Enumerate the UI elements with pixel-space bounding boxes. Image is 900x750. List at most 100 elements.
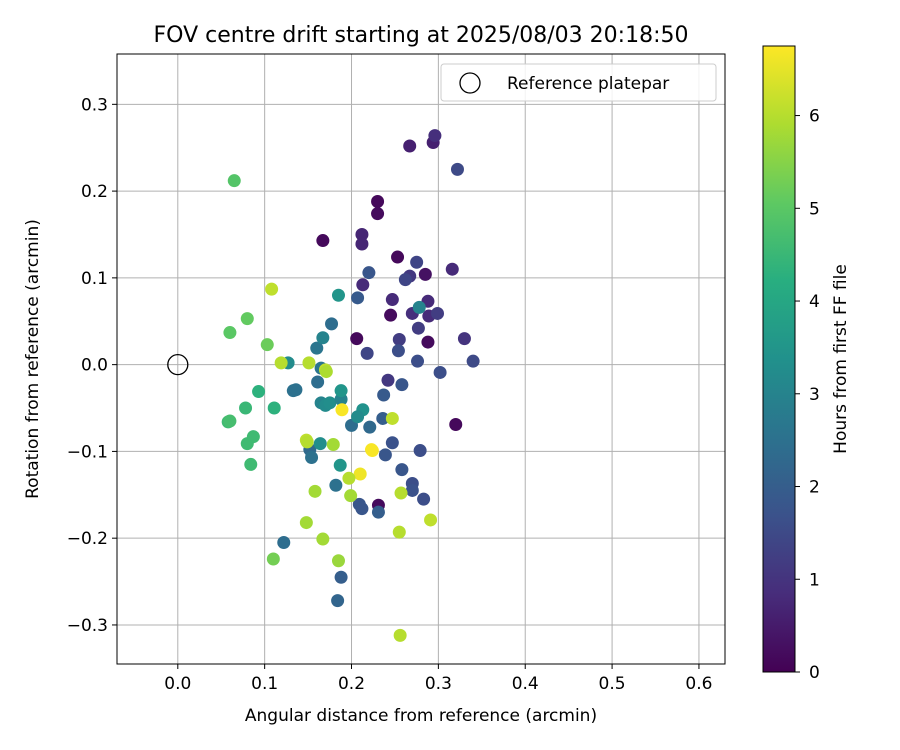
data-point (384, 308, 398, 322)
colorbar-tick-label: 1 (809, 570, 820, 590)
colorbar-ticks: 0 1 2 3 4 5 6 (795, 107, 820, 683)
data-point (289, 383, 303, 397)
reference-platepar-marker (167, 353, 189, 376)
colorbar-tick-label: 5 (809, 199, 820, 219)
y-axis-ticks: −0.3 −0.2 −0.1 0.0 0.1 0.2 0.3 (67, 95, 117, 636)
data-point (335, 403, 349, 417)
y-tick-label: 0.0 (81, 356, 108, 376)
data-point (418, 267, 432, 281)
data-point (331, 288, 345, 302)
data-point (223, 414, 237, 428)
data-point (433, 365, 447, 379)
data-point (421, 335, 435, 349)
data-point (411, 321, 425, 335)
data-point (391, 344, 405, 358)
data-point (266, 552, 280, 566)
data-point (410, 255, 424, 269)
colorbar: 0 1 2 3 4 5 6 Hours from first FF file (762, 45, 851, 683)
x-tick-label: 0.6 (685, 674, 712, 694)
legend-label: Reference platepar (507, 74, 669, 94)
data-point (385, 436, 399, 450)
data-point (457, 332, 471, 346)
x-tick-label: 0.4 (512, 674, 539, 694)
data-point (323, 396, 337, 410)
data-point (365, 444, 379, 458)
data-point (371, 207, 385, 221)
data-point (302, 356, 316, 370)
data-point (299, 516, 313, 530)
y-tick-label: 0.1 (81, 269, 108, 289)
data-point (393, 628, 407, 642)
x-axis-ticks: 0.0 0.1 0.2 0.3 0.4 0.5 0.6 (164, 664, 712, 694)
data-point (331, 594, 345, 608)
data-point (351, 410, 365, 424)
data-point (355, 227, 369, 241)
colorbar-gradient (762, 45, 796, 673)
data-point (394, 486, 408, 500)
data-point (351, 291, 365, 305)
data-point (405, 483, 419, 497)
data-point (267, 401, 281, 415)
x-tick-label: 0.1 (251, 674, 278, 694)
data-point (392, 525, 406, 539)
data-point (244, 457, 258, 471)
chart-title: FOV centre drift starting at 2025/08/03 … (154, 23, 689, 48)
data-point (333, 458, 347, 472)
data-point (329, 478, 343, 492)
grid (117, 54, 725, 664)
data-point (353, 467, 367, 481)
legend-box (440, 63, 717, 102)
colorbar-tick-label: 2 (809, 478, 820, 498)
data-point (316, 331, 330, 345)
reference-marker-layer (167, 353, 189, 376)
y-tick-label: −0.1 (67, 442, 108, 462)
data-point (395, 463, 409, 477)
data-point (350, 332, 364, 346)
data-point (466, 354, 480, 368)
data-point (371, 195, 385, 209)
data-point (277, 536, 291, 550)
x-axis-label: Angular distance from reference (arcmin) (245, 706, 597, 726)
data-point (239, 401, 253, 415)
data-points (221, 129, 480, 642)
data-point (381, 373, 395, 387)
data-point (240, 312, 254, 326)
data-point (308, 484, 322, 498)
data-point (331, 554, 345, 568)
data-point (342, 471, 356, 485)
data-point (311, 375, 325, 389)
data-point (362, 266, 376, 280)
data-point (411, 354, 425, 368)
data-point (325, 317, 339, 331)
data-point (334, 570, 348, 584)
data-point (305, 450, 319, 464)
data-point (391, 250, 405, 264)
data-point (334, 384, 348, 398)
data-point (260, 338, 274, 352)
plot-frame (116, 53, 726, 665)
data-point (310, 341, 324, 355)
colorbar-tick-label: 3 (809, 385, 820, 405)
colorbar-label: Hours from first FF file (831, 264, 851, 454)
data-point (316, 234, 330, 248)
data-point (313, 437, 327, 451)
data-point (377, 388, 391, 402)
data-point (395, 378, 409, 392)
data-point (300, 435, 314, 449)
data-point (413, 444, 427, 458)
x-tick-label: 0.5 (599, 674, 626, 694)
data-point (371, 505, 385, 519)
data-point (319, 365, 333, 379)
data-point (450, 162, 464, 176)
data-point (403, 139, 417, 153)
data-point (424, 513, 438, 527)
legend: Reference platepar (440, 63, 717, 102)
data-point (428, 129, 442, 143)
data-point (227, 174, 241, 188)
y-tick-label: 0.3 (81, 95, 108, 115)
data-point (392, 332, 406, 346)
data-point (316, 532, 330, 546)
data-point (363, 420, 377, 434)
x-tick-label: 0.2 (338, 674, 365, 694)
data-point (378, 448, 392, 462)
